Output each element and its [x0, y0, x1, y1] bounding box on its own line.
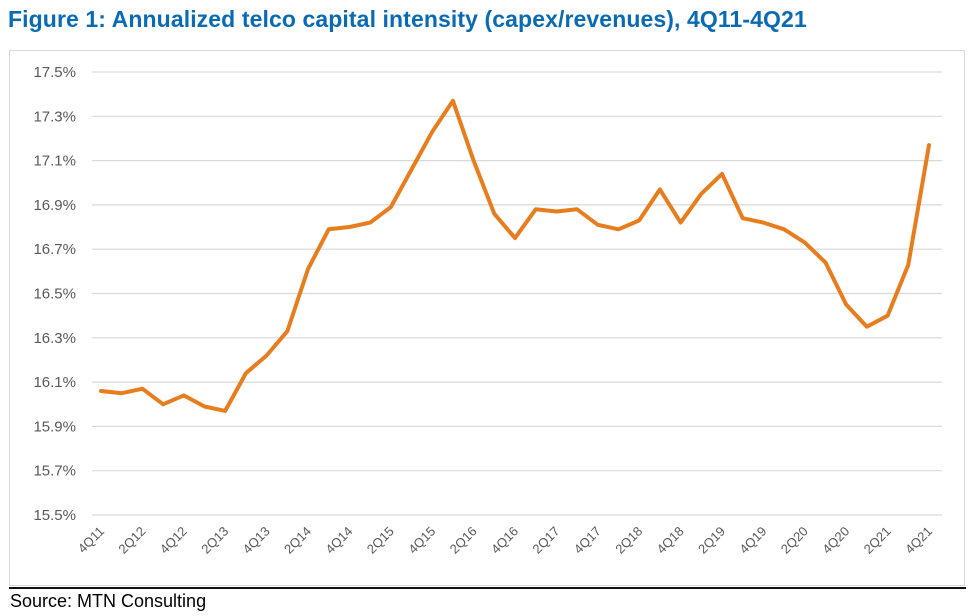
y-tick-label: 17.3% — [33, 108, 76, 125]
y-tick-label: 15.7% — [33, 463, 76, 480]
data-point — [782, 227, 786, 231]
x-tick-label: 2Q13 — [198, 524, 231, 557]
data-point — [492, 212, 496, 216]
data-point — [554, 210, 558, 214]
y-tick-label: 17.5% — [33, 64, 76, 81]
series-line — [99, 98, 931, 413]
x-tick-label: 4Q20 — [819, 524, 852, 557]
y-tick-label: 16.9% — [33, 197, 76, 214]
x-tick-label: 2Q19 — [695, 524, 728, 557]
data-point — [327, 227, 331, 231]
data-point — [285, 329, 289, 333]
data-point — [265, 354, 269, 358]
data-point — [658, 187, 662, 191]
data-point — [389, 205, 393, 209]
data-point — [368, 221, 372, 225]
data-point — [720, 172, 724, 176]
data-point — [430, 130, 434, 134]
x-axis-ticks: 4Q11 2Q12 4Q12 2Q13 4Q13 2Q14 4Q14 2Q15 4Q15 2Q16… — [75, 524, 935, 557]
y-tick-label: 16.1% — [33, 374, 76, 391]
y-tick-label: 15.9% — [33, 418, 76, 435]
data-point — [617, 227, 621, 231]
y-tick-label: 16.3% — [33, 330, 76, 347]
x-tick-label: 2Q12 — [115, 524, 148, 557]
x-tick-label: 2Q16 — [447, 524, 480, 557]
data-point — [99, 389, 103, 393]
data-point — [637, 218, 641, 222]
data-point — [699, 192, 703, 196]
data-point — [140, 387, 144, 391]
y-tick-label: 16.5% — [33, 286, 76, 303]
data-point — [906, 263, 910, 267]
x-tick-label: 2Q14 — [281, 524, 314, 557]
data-point — [761, 221, 765, 225]
x-tick-label: 4Q17 — [571, 524, 604, 557]
y-tick-label: 16.7% — [33, 241, 76, 258]
series-layer — [99, 98, 931, 413]
x-tick-label: 4Q14 — [322, 524, 355, 557]
data-point — [410, 167, 414, 171]
gridlines — [92, 71, 942, 516]
data-point — [865, 325, 869, 329]
y-tick-label: 15.5% — [33, 507, 76, 524]
source-divider — [9, 587, 966, 589]
data-point — [472, 159, 476, 163]
x-tick-label: 2Q18 — [612, 524, 645, 557]
x-tick-label: 4Q16 — [488, 524, 521, 557]
source-note: Source: MTN Consulting — [10, 591, 207, 611]
data-point — [824, 260, 828, 264]
data-point — [161, 402, 165, 406]
data-point — [223, 409, 227, 413]
data-point — [182, 393, 186, 397]
x-tick-label: 4Q18 — [654, 524, 687, 557]
data-point — [347, 225, 351, 229]
x-tick-label: 2Q15 — [364, 524, 397, 557]
data-point — [927, 143, 931, 147]
figure-title: Figure 1: Annualized telco capital inten… — [8, 6, 807, 32]
data-point — [244, 371, 248, 375]
data-point — [575, 207, 579, 211]
data-point — [596, 223, 600, 227]
x-tick-label: 4Q13 — [240, 524, 273, 557]
y-tick-label: 17.1% — [33, 153, 76, 170]
x-tick-label: 4Q11 — [75, 524, 107, 556]
data-point — [306, 267, 310, 271]
x-tick-label: 2Q17 — [529, 524, 562, 557]
data-point — [741, 216, 745, 220]
x-tick-label: 2Q21 — [861, 524, 894, 557]
x-tick-label: 4Q19 — [736, 524, 769, 557]
y-axis-ticks: 15.5% 15.7% 15.9% 16.1% 16.3% 16.5% 16.7% 16.9%… — [33, 64, 76, 524]
data-point — [679, 221, 683, 225]
data-point — [451, 99, 455, 103]
chart-frame — [9, 50, 965, 586]
x-tick-label: 4Q15 — [405, 524, 438, 557]
data-point — [886, 314, 890, 318]
x-tick-label: 4Q12 — [157, 524, 190, 557]
x-tick-label: 2Q20 — [778, 524, 811, 557]
x-tick-label: 4Q21 — [902, 524, 935, 557]
data-point — [534, 207, 538, 211]
data-point — [803, 241, 807, 245]
data-point — [844, 303, 848, 307]
data-point — [513, 236, 517, 240]
data-point — [203, 404, 207, 408]
data-point — [120, 391, 124, 395]
